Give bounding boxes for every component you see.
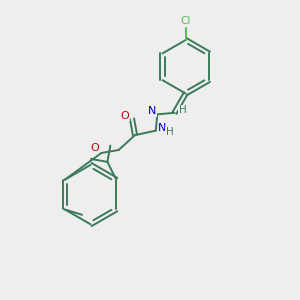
Text: N: N: [148, 106, 156, 116]
Text: H: H: [179, 106, 187, 116]
Text: O: O: [91, 142, 99, 153]
Text: N: N: [158, 123, 166, 133]
Text: O: O: [120, 111, 129, 121]
Text: H: H: [166, 127, 174, 137]
Text: Cl: Cl: [181, 16, 191, 26]
